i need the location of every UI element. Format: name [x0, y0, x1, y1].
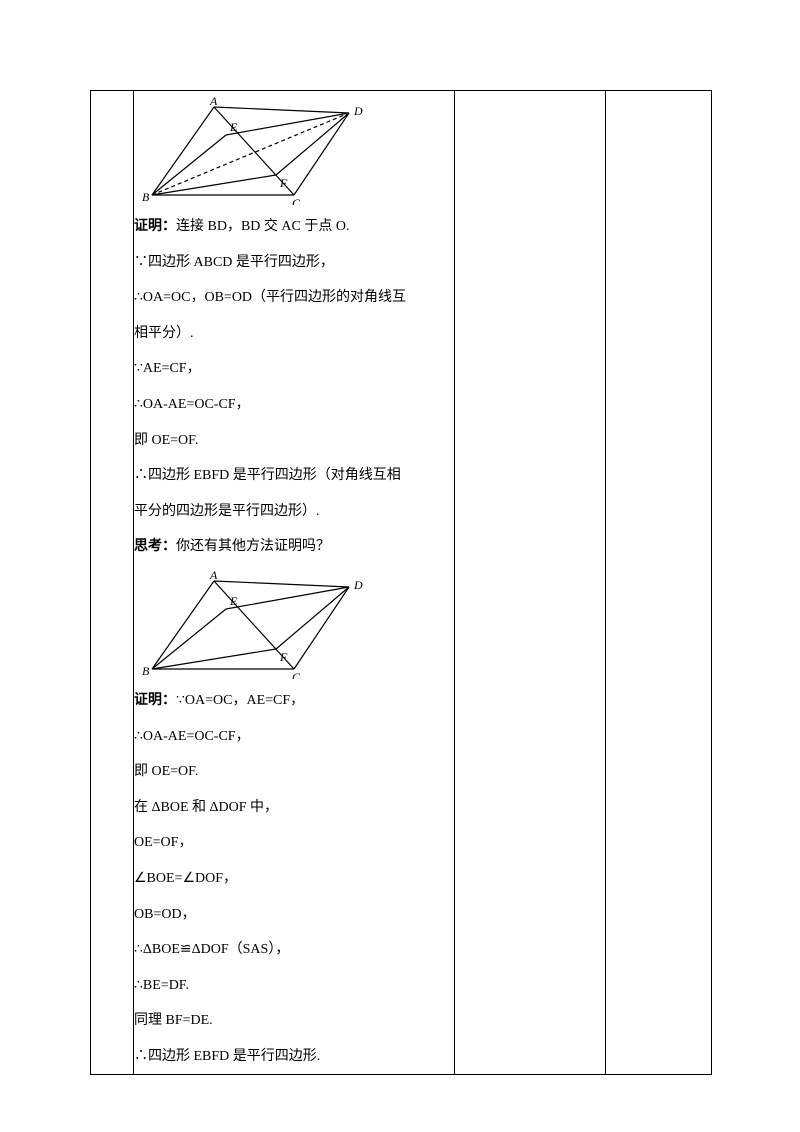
proof2-label: 证明：	[134, 693, 176, 708]
svg-text:F: F	[279, 176, 288, 190]
proof2-line-5: ∠BOE=∠DOF，	[134, 861, 454, 897]
proof2-line-6: OB=OD，	[134, 897, 454, 933]
proof2-line-2: 即 OE=OF.	[134, 754, 454, 790]
layout-table: ADBCEF 证明：连接 BD，BD 交 AC 于点 O. ∵四边形 ABCD …	[90, 90, 712, 1075]
svg-text:A: A	[209, 569, 218, 582]
proof1-line-2: ∴OA=OC，OB=OD（平行四边形的对角线互	[134, 280, 454, 316]
svg-text:D: D	[353, 104, 363, 118]
svg-text:C: C	[292, 670, 301, 679]
proof2-line-4: OE=OF，	[134, 825, 454, 861]
proof1-text-0: 连接 BD，BD 交 AC 于点 O.	[176, 219, 349, 234]
proof2-line-0: 证明：∵OA=OC，AE=CF，	[134, 683, 454, 719]
svg-text:E: E	[229, 120, 238, 134]
proof2-line-3: 在 ΔBOE 和 ΔDOF 中，	[134, 790, 454, 826]
svg-text:B: B	[142, 664, 150, 678]
parallelogram-diagram-1: A D B C E F	[134, 95, 364, 205]
proof1-line-6: 即 OE=OF.	[134, 423, 454, 459]
proof2-line-7: ∴ΔBOE≌ΔDOF（SAS），	[134, 932, 454, 968]
proof1-line-7: ∴四边形 EBFD 是平行四边形（对角线互相	[134, 458, 454, 494]
svg-text:E: E	[229, 594, 238, 608]
proof2-line-1: ∴OA-AE=OC-CF，	[134, 719, 454, 755]
parallelogram-diagram-2: A D B C E F	[134, 569, 364, 679]
proof2-text-0: ∵OA=OC，AE=CF，	[176, 693, 304, 708]
proof1-line-5: ∴OA-AE=OC-CF，	[134, 387, 454, 423]
proof2-line-9: 同理 BF=DE.	[134, 1003, 454, 1039]
left-margin-cell	[91, 91, 134, 1075]
proof1-line-4: ∵AE=CF，	[134, 351, 454, 387]
proof1-line-0: 证明：连接 BD，BD 交 AC 于点 O.	[134, 209, 454, 245]
annotation-cell-1	[455, 91, 606, 1075]
proof2-line-10: ∴四边形 EBFD 是平行四边形.	[134, 1039, 454, 1075]
content-cell: ADBCEF 证明：连接 BD，BD 交 AC 于点 O. ∵四边形 ABCD …	[134, 91, 455, 1075]
svg-text:C: C	[292, 196, 301, 205]
svg-text:D: D	[353, 578, 363, 592]
svg-text:B: B	[142, 190, 150, 204]
proof1-label: 证明：	[134, 219, 176, 234]
proof1-line-3: 相平分）.	[134, 316, 454, 352]
svg-text:F: F	[279, 650, 288, 664]
proof1-line-8: 平分的四边形是平行四边形）.	[134, 494, 454, 530]
proof1-line-1: ∵四边形 ABCD 是平行四边形，	[134, 245, 454, 281]
annotation-cell-2	[606, 91, 712, 1075]
think-text: 你还有其他方法证明吗？	[176, 539, 330, 554]
think-line: 思考：你还有其他方法证明吗？	[134, 529, 454, 565]
think-label: 思考：	[134, 539, 176, 554]
proof2-line-8: ∴BE=DF.	[134, 968, 454, 1004]
svg-text:A: A	[209, 95, 218, 108]
